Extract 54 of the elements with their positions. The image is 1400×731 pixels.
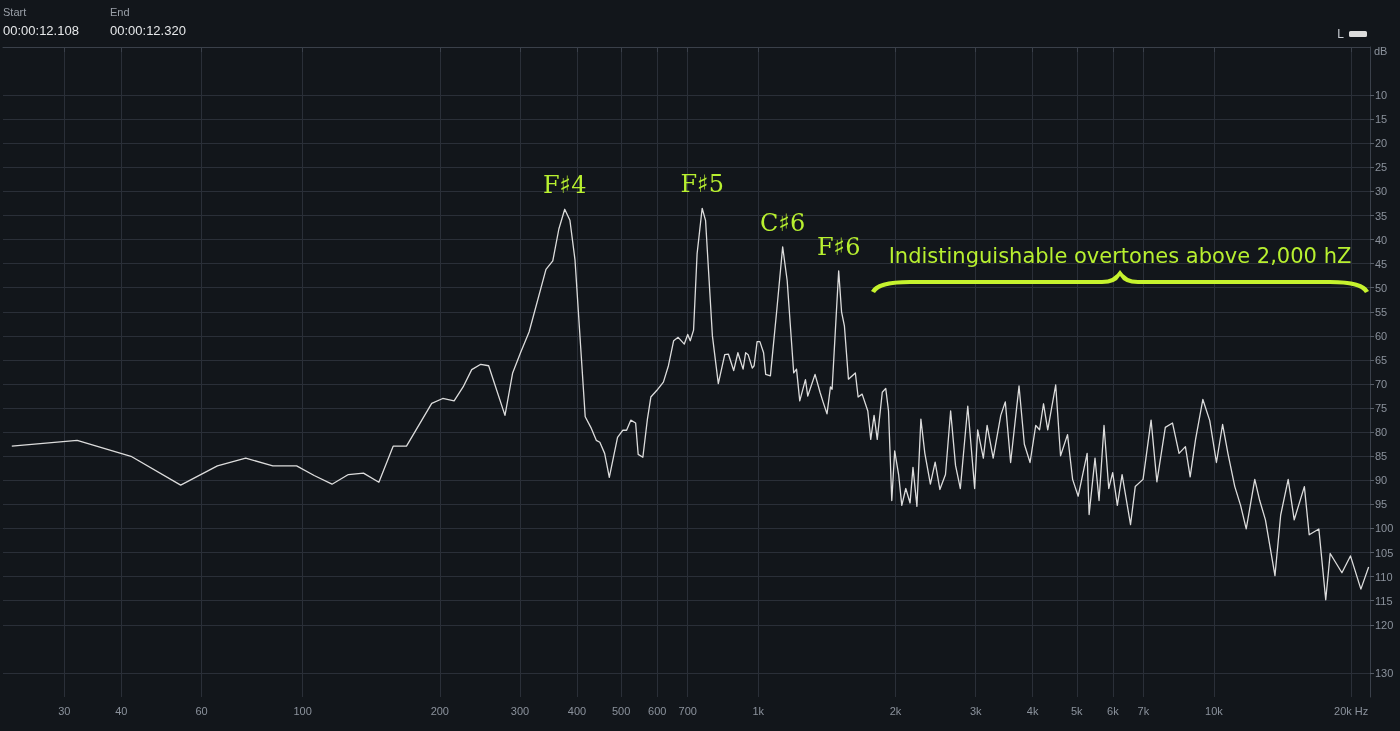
y-tick-label: 80 [1375, 426, 1388, 439]
x-tick-label: 300 [510, 704, 530, 717]
x-tick-label: 3k [969, 704, 983, 717]
y-axis-title: dB [1374, 44, 1388, 57]
y-tick-label: 90 [1375, 474, 1388, 487]
y-tick-label: 120 [1375, 618, 1394, 631]
y-tick-label: 75 [1375, 402, 1388, 415]
y-tick-label: 15 [1375, 113, 1388, 126]
text: 00:00:12.108 [3, 23, 79, 38]
x-tick-label: 30 [58, 704, 71, 717]
text: End [110, 5, 130, 18]
x-tick-label: 60 [195, 704, 208, 717]
x-tick-label: 4k [1026, 704, 1039, 717]
y-tick-label: 100 [1375, 522, 1394, 535]
x-tick-label: 40 [115, 704, 128, 717]
x-tick-label: 10k [1205, 704, 1224, 717]
y-tick-label: 55 [1375, 305, 1388, 318]
x-tick-label: 2k [889, 704, 902, 717]
y-tick-label: 130 [1375, 666, 1394, 679]
y-tick-label: 30 [1375, 185, 1388, 198]
x-tick-label: 20k Hz [1334, 704, 1369, 717]
y-tick-label: 35 [1375, 209, 1388, 222]
y-tick-label: 95 [1375, 498, 1388, 511]
y-tick-label: 10 [1375, 89, 1388, 102]
y-tick-label: 105 [1375, 546, 1394, 559]
annotation: F♯5 [680, 170, 724, 199]
x-tick-label: 1k [752, 704, 765, 717]
x-tick-label: 600 [648, 704, 667, 717]
x-tick-label: 500 [611, 704, 631, 717]
y-tick-label: 115 [1375, 594, 1393, 607]
y-tick-label: 20 [1375, 137, 1388, 150]
annotation: C♯6 [760, 208, 806, 237]
text: 00:00:12.320 [110, 23, 186, 38]
x-tick-label: 200 [430, 704, 449, 717]
x-tick-label: 7k [1137, 704, 1150, 717]
y-tick-label: 40 [1375, 233, 1388, 246]
y-tick-label: 50 [1375, 281, 1388, 294]
x-tick-label: 700 [678, 704, 697, 717]
y-tick-label: 25 [1375, 161, 1388, 174]
y-tick-label: 60 [1375, 329, 1388, 342]
legend-label: L [1337, 27, 1345, 41]
y-tick-label: 45 [1375, 257, 1388, 270]
text: Start [3, 5, 27, 18]
x-tick-label: 6k [1107, 704, 1120, 717]
annotation: F♯6 [816, 232, 861, 261]
x-tick-label: 100 [293, 704, 312, 717]
y-tick-label: 110 [1375, 570, 1393, 583]
annotation: Indistinguishable overtones above 2,000 hZ [888, 243, 1352, 268]
x-tick-label: 400 [567, 704, 587, 717]
y-tick-label: 85 [1375, 450, 1388, 463]
x-tick-label: 5k [1070, 704, 1084, 717]
y-tick-label: 70 [1375, 378, 1388, 391]
y-tick-label: 65 [1375, 353, 1388, 366]
annotation: F♯4 [542, 171, 587, 200]
